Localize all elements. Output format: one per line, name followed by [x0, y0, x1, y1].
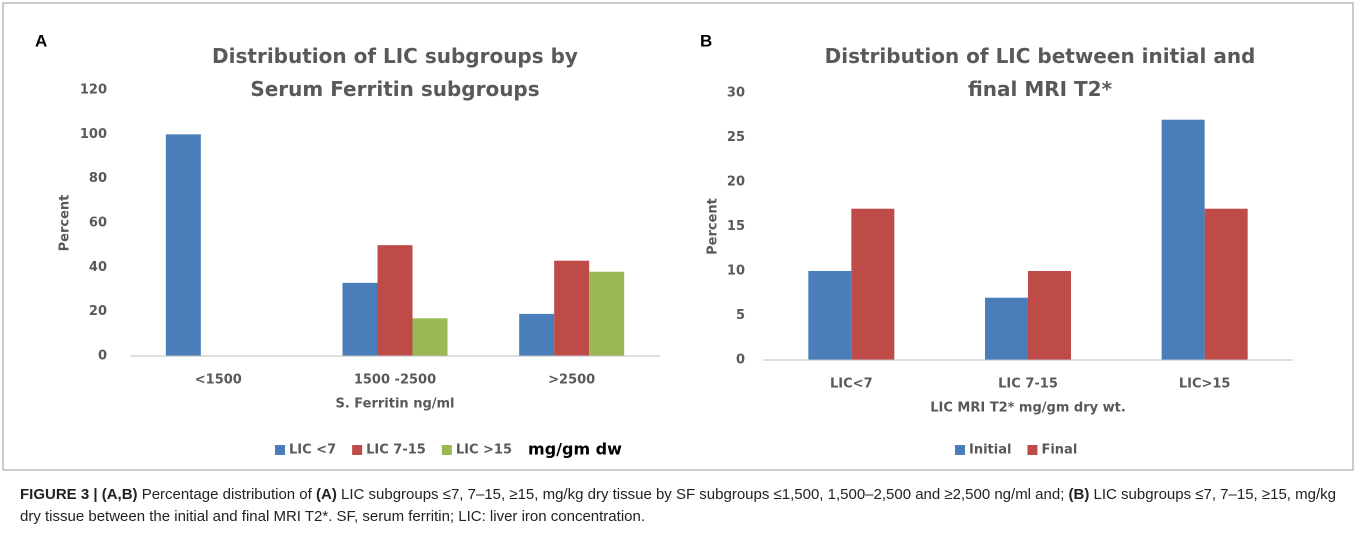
bar	[851, 208, 895, 360]
x-axis-title: LIC MRI T2* mg/gm dry wt.	[930, 401, 1126, 416]
chart-title: Distribution of LIC between initial and …	[824, 44, 1256, 101]
caption-segment: (A)	[316, 486, 337, 503]
caption-segment: LIC subgroups ≤7, 7–15, ≥15, mg/kg dry t…	[336, 486, 1069, 503]
legend-swatch	[352, 445, 363, 455]
y-tick-label: 80	[89, 171, 107, 186]
bar	[412, 318, 448, 356]
y-tick-label: 15	[727, 219, 745, 234]
y-tick-label: 10	[727, 264, 745, 279]
caption-segment: FIGURE 3 | (A,B)	[20, 486, 138, 503]
figure-border	[2, 2, 1354, 471]
y-tick-label: 30	[727, 86, 745, 101]
legend-label: Initial	[969, 443, 1011, 458]
x-axis-title: S. Ferritin ng/ml	[335, 397, 454, 412]
legend-swatch	[955, 445, 965, 455]
legend-swatch	[275, 445, 285, 455]
bar	[985, 297, 1028, 360]
y-tick-label: 25	[727, 130, 745, 145]
bar	[1204, 208, 1248, 360]
legend-label: LIC >15	[456, 443, 512, 458]
x-tick-label: LIC>15	[1179, 377, 1231, 392]
y-axis-title: Percent	[58, 195, 73, 252]
bar	[165, 134, 201, 356]
caption-segment: (B)	[1068, 486, 1090, 503]
legend-note: mg/gm dw	[528, 440, 622, 459]
y-axis-title: Percent	[706, 198, 721, 255]
bar	[377, 245, 413, 356]
legend-swatch	[1027, 445, 1038, 455]
caption: FIGURE 3 | (A,B) Percentage distribution…	[20, 484, 1340, 528]
legend-swatch	[441, 445, 452, 455]
bar	[554, 260, 590, 356]
y-tick-label: 20	[727, 175, 745, 190]
legend-label: LIC <7	[289, 443, 336, 458]
bar	[1028, 271, 1071, 360]
panel-label: A	[35, 31, 47, 50]
y-tick-label: 120	[80, 83, 107, 98]
panel-label: B	[700, 31, 712, 50]
chart-title: Distribution of LIC subgroups by Serum F…	[212, 44, 578, 101]
caption-segment: Percentage distribution of	[137, 486, 316, 503]
legend-label: Final	[1041, 443, 1077, 458]
x-tick-label: 1500 -2500	[354, 373, 436, 388]
legend-label: LIC 7-15	[366, 443, 426, 458]
y-tick-label: 0	[736, 353, 745, 368]
y-tick-label: 0	[98, 349, 107, 364]
x-tick-label: >2500	[548, 373, 595, 388]
x-tick-label: LIC<7	[830, 377, 873, 392]
y-tick-label: 5	[736, 308, 745, 323]
bar	[589, 271, 625, 356]
bar	[342, 282, 378, 356]
caption-segment: LIC subgroups ≤7, 7–15, ≥15, mg/kg dry t…	[20, 486, 1336, 525]
y-tick-label: 40	[89, 260, 107, 275]
y-tick-label: 100	[80, 127, 107, 142]
y-tick-label: 60	[89, 216, 107, 231]
x-tick-label: <1500	[195, 373, 242, 388]
bar	[1161, 119, 1205, 360]
y-tick-label: 20	[89, 304, 107, 319]
x-tick-label: LIC 7-15	[998, 377, 1058, 392]
bar	[808, 271, 852, 360]
bar	[519, 313, 555, 356]
